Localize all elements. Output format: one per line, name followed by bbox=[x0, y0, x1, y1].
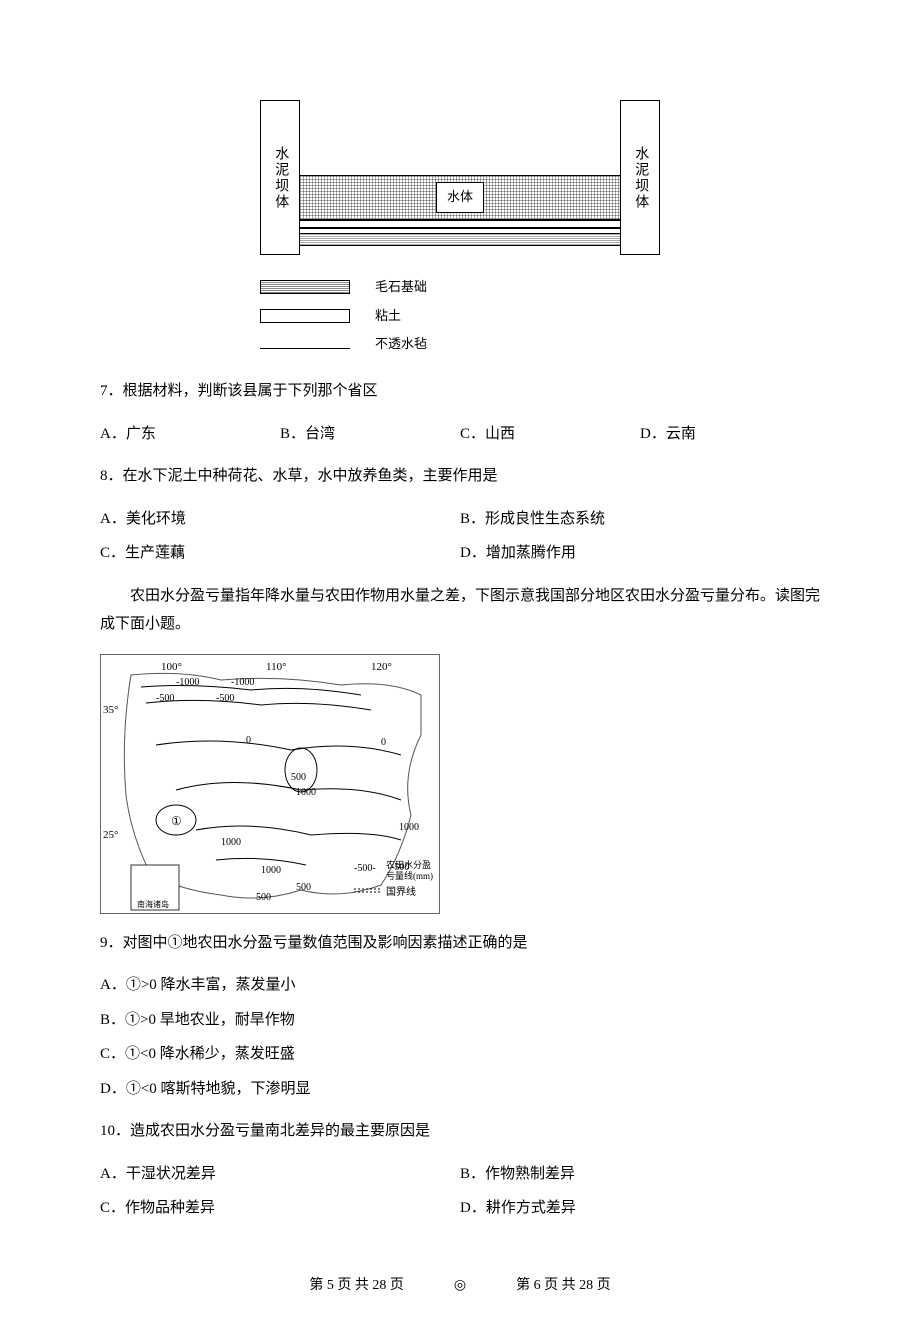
svg-text:1000: 1000 bbox=[399, 822, 419, 833]
swatch-rubble bbox=[260, 280, 350, 294]
question-7-stem: 7．根据材料，判断该县属于下列那个省区 bbox=[100, 377, 820, 406]
svg-text:-500: -500 bbox=[216, 693, 234, 704]
svg-text:-1000: -1000 bbox=[231, 677, 254, 688]
option-a: A．①>0 降水丰富，蒸发量小 bbox=[100, 971, 820, 1000]
option-b: B．形成良性生态系统 bbox=[460, 505, 820, 534]
svg-text:农田水分盈: 农田水分盈 bbox=[386, 859, 431, 870]
svg-text:-500-: -500- bbox=[354, 863, 376, 874]
svg-text:①: ① bbox=[171, 814, 182, 828]
question-10-options-row1: A．干湿状况差异 B．作物熟制差异 bbox=[100, 1160, 820, 1189]
option-d: D．增加蒸腾作用 bbox=[460, 539, 820, 568]
water-body-label: 水体 bbox=[436, 182, 484, 213]
option-b: B．①>0 旱地农业，耐旱作物 bbox=[100, 1006, 820, 1035]
option-a: A．干湿状况差异 bbox=[100, 1160, 460, 1189]
option-b: B．台湾 bbox=[280, 420, 460, 449]
svg-text:0: 0 bbox=[381, 737, 386, 748]
svg-text:南海诸岛: 南海诸岛 bbox=[137, 899, 169, 909]
svg-text:-500: -500 bbox=[156, 693, 174, 704]
map-svg: -1000 -1000 -500 -500 0 0 500 1000 1000 … bbox=[101, 655, 441, 915]
option-c: C．①<0 降水稀少，蒸发旺盛 bbox=[100, 1040, 820, 1069]
svg-text:0: 0 bbox=[246, 735, 251, 746]
swatch-impermeable-line bbox=[260, 348, 350, 349]
water-deficit-map: 100° 110° 120° 35° 25° -1000 -1000 -500 … bbox=[100, 654, 440, 914]
svg-text:1000: 1000 bbox=[221, 837, 241, 848]
dam-wall-left: 水泥坝体 bbox=[260, 100, 300, 255]
svg-text:500: 500 bbox=[291, 772, 306, 783]
diagram-legend: 毛石基础 粘土 不透水毡 bbox=[260, 275, 660, 357]
option-a: A．广东 bbox=[100, 420, 280, 449]
svg-text:1000: 1000 bbox=[296, 787, 316, 798]
svg-text:亏量线(mm): 亏量线(mm) bbox=[386, 870, 433, 881]
legend-row: 毛石基础 bbox=[260, 275, 660, 300]
water-body-layer: 水体 bbox=[300, 175, 620, 220]
question-8-options-row1: A．美化环境 B．形成良性生态系统 bbox=[100, 505, 820, 534]
clay-layer bbox=[300, 220, 620, 228]
question-7-options: A．广东 B．台湾 C．山西 D．云南 bbox=[100, 420, 820, 449]
rubble-foundation-layer bbox=[300, 234, 620, 246]
option-d: D．①<0 喀斯特地貌，下渗明显 bbox=[100, 1075, 820, 1104]
option-b: B．作物熟制差异 bbox=[460, 1160, 820, 1189]
option-d: D．云南 bbox=[640, 420, 820, 449]
legend-row: 粘土 bbox=[260, 304, 660, 329]
option-c: C．生产莲藕 bbox=[100, 539, 460, 568]
question-9-options: A．①>0 降水丰富，蒸发量小 B．①>0 旱地农业，耐旱作物 C．①<0 降水… bbox=[100, 971, 820, 1103]
legend-label: 粘土 bbox=[375, 304, 401, 329]
option-a: A．美化环境 bbox=[100, 505, 460, 534]
footer-separator-icon: ◎ bbox=[454, 1273, 466, 1300]
legend-label: 毛石基础 bbox=[375, 275, 427, 300]
svg-text:1000: 1000 bbox=[261, 865, 281, 876]
swatch-clay bbox=[260, 309, 350, 323]
option-c: C．作物品种差异 bbox=[100, 1194, 460, 1223]
question-9-stem: 9．对图中①地农田水分盈亏量数值范围及影响因素描述正确的是 bbox=[100, 929, 820, 958]
dam-cross-section-diagram: 水泥坝体 水泥坝体 水体 毛石基础 粘土 不透水毡 bbox=[260, 100, 660, 357]
svg-text:500: 500 bbox=[256, 892, 271, 903]
svg-text:-1000: -1000 bbox=[176, 677, 199, 688]
question-10-stem: 10．造成农田水分盈亏量南北差异的最主要原因是 bbox=[100, 1117, 820, 1146]
legend-row: 不透水毡 bbox=[260, 332, 660, 357]
svg-text:500: 500 bbox=[296, 882, 311, 893]
dam-schematic: 水泥坝体 水泥坝体 水体 bbox=[260, 100, 660, 260]
page-footer: 第 5 页 共 28 页 ◎ 第 6 页 共 28 页 bbox=[100, 1273, 820, 1300]
question-8-options-row2: C．生产莲藕 D．增加蒸腾作用 bbox=[100, 539, 820, 568]
passage-water-deficit: 农田水分盈亏量指年降水量与农田作物用水量之差，下图示意我国部分地区农田水分盈亏量… bbox=[100, 582, 820, 639]
dam-wall-right: 水泥坝体 bbox=[620, 100, 660, 255]
question-8-stem: 8．在水下泥土中种荷花、水草，水中放养鱼类，主要作用是 bbox=[100, 462, 820, 491]
svg-text:国界线: 国界线 bbox=[386, 885, 416, 898]
footer-page-left: 第 5 页 共 28 页 bbox=[309, 1273, 404, 1300]
footer-page-right: 第 6 页 共 28 页 bbox=[516, 1273, 611, 1300]
option-c: C．山西 bbox=[460, 420, 640, 449]
question-10-options-row2: C．作物品种差异 D．耕作方式差异 bbox=[100, 1194, 820, 1223]
legend-label: 不透水毡 bbox=[375, 332, 427, 357]
option-d: D．耕作方式差异 bbox=[460, 1194, 820, 1223]
